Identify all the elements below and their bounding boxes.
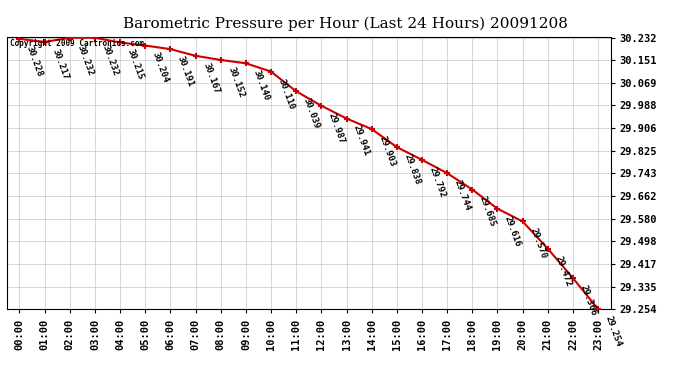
Text: 30.232: 30.232 [101, 44, 120, 77]
Text: 29.472: 29.472 [553, 254, 573, 288]
Text: 29.744: 29.744 [453, 179, 472, 212]
Text: Barometric Pressure per Hour (Last 24 Hours) 20091208: Barometric Pressure per Hour (Last 24 Ho… [123, 17, 567, 31]
Text: 29.987: 29.987 [327, 111, 346, 145]
Text: 29.941: 29.941 [352, 124, 371, 158]
Text: 30.039: 30.039 [302, 97, 322, 130]
Text: 29.366: 29.366 [578, 284, 598, 317]
Text: 29.903: 29.903 [377, 135, 397, 168]
Text: 30.228: 30.228 [25, 44, 45, 78]
Text: 29.838: 29.838 [402, 153, 422, 186]
Text: 29.616: 29.616 [503, 214, 522, 248]
Text: 30.167: 30.167 [201, 62, 221, 95]
Text: 30.232: 30.232 [75, 44, 95, 77]
Text: 29.685: 29.685 [478, 195, 497, 228]
Text: 30.191: 30.191 [176, 55, 195, 88]
Text: 30.217: 30.217 [50, 48, 70, 81]
Text: 30.152: 30.152 [226, 66, 246, 99]
Text: 30.215: 30.215 [126, 48, 145, 81]
Text: 30.204: 30.204 [151, 51, 170, 84]
Text: 29.792: 29.792 [428, 165, 447, 199]
Text: 29.254: 29.254 [604, 315, 623, 348]
Text: Copyright 2009 Cartronics.com: Copyright 2009 Cartronics.com [10, 39, 144, 48]
Text: 30.140: 30.140 [251, 69, 271, 102]
Text: 29.570: 29.570 [528, 227, 548, 260]
Text: 30.110: 30.110 [277, 77, 296, 111]
